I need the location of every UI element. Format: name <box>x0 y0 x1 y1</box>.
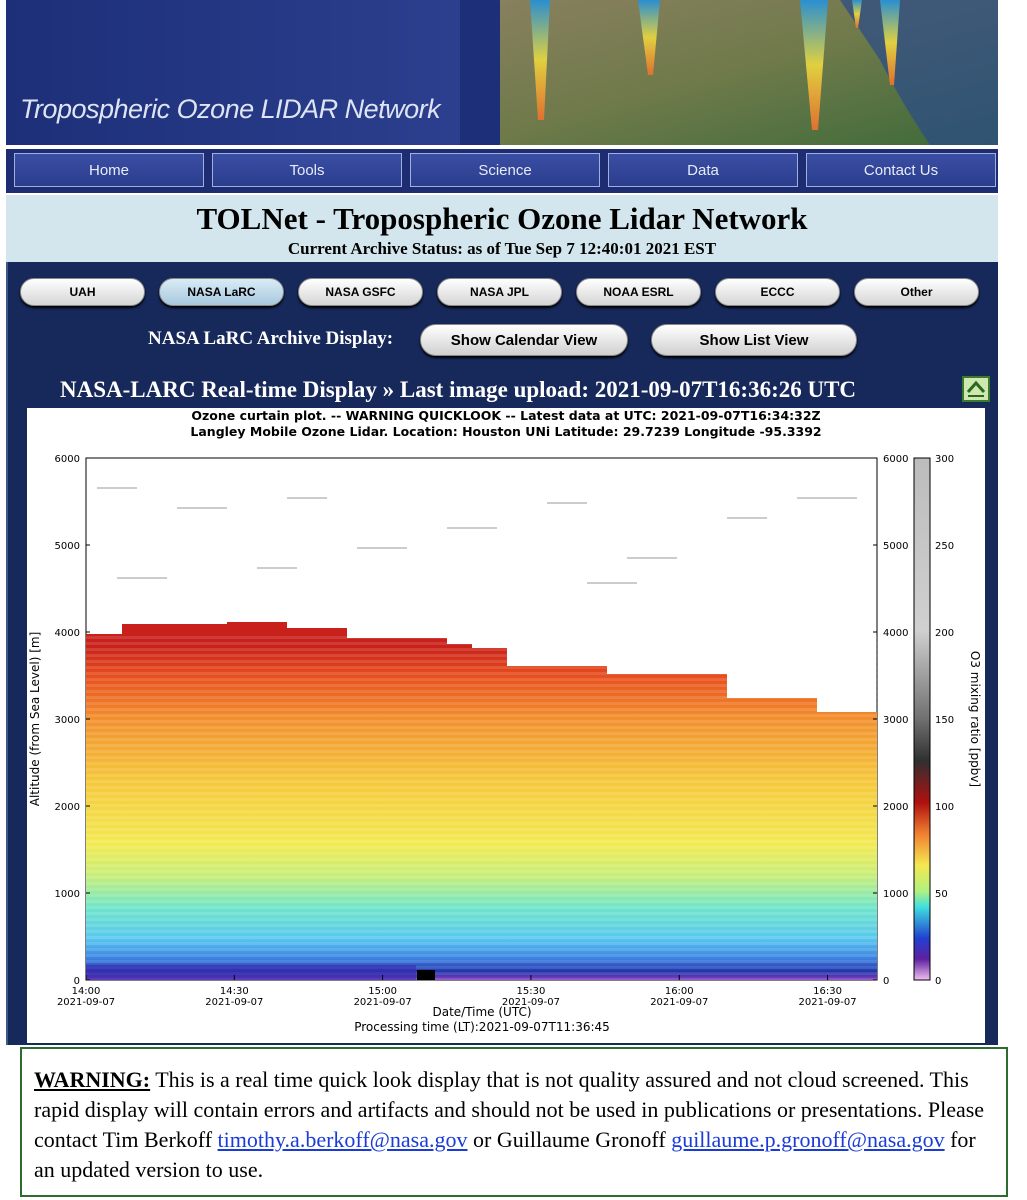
site-tab[interactable]: NASA JPL <box>437 278 562 306</box>
colorbar-tick-label: 200 <box>935 628 954 639</box>
y-tick-label: 5000 <box>883 541 908 552</box>
nav-button[interactable]: Tools <box>212 153 402 187</box>
nav-bar: Home Tools Science Data Contact Us <box>6 149 998 193</box>
processing-time: Processing time (LT):2021-09-07T11:36:45 <box>354 1020 610 1034</box>
title-band: TOLNet - Tropospheric Ozone Lidar Networ… <box>6 195 998 262</box>
data-gap <box>417 970 435 980</box>
site-tab[interactable]: NOAA ESRL <box>576 278 701 306</box>
warning-heading: WARNING: <box>34 1067 151 1092</box>
banner: Tropospheric Ozone LIDAR Network <box>6 0 998 145</box>
y-tick-label: 2000 <box>883 802 908 813</box>
contact-link[interactable]: guillaume.p.gronoff@nasa.gov <box>671 1127 945 1152</box>
plot-title: Ozone curtain plot. -- WARNING QUICKLOOK… <box>191 408 820 423</box>
plot-subtitle: Langley Mobile Ozone Lidar. Location: Ho… <box>190 424 821 439</box>
y-axis-label: Altitude (from Sea Level) [m] <box>28 632 42 807</box>
x-axis-label: Date/Time (UTC) <box>432 1005 531 1019</box>
colorbar-label: O3 mixing ratio [ppbv] <box>968 651 982 787</box>
colorbar-tick-label: 50 <box>935 889 948 900</box>
plot-image: Ozone curtain plot. -- WARNING QUICKLOOK… <box>28 408 982 1034</box>
display-title: NASA-LARC Real-time Display » Last image… <box>60 377 857 402</box>
x-tick-date: 2021-09-07 <box>799 997 857 1008</box>
list-button[interactable]: Show List View <box>651 324 857 356</box>
warning-text: or Guillaume Gronoff <box>467 1127 672 1152</box>
colorbar-tick-label: 300 <box>935 454 954 465</box>
site-tab[interactable]: NASA LaRC <box>159 278 284 306</box>
x-tick-date: 2021-09-07 <box>205 997 263 1008</box>
archive-status: Current Archive Status: as of Tue Sep 7 … <box>287 239 717 258</box>
curtain-texture <box>86 634 877 980</box>
banner-map <box>460 0 998 145</box>
y-tick-label: 1000 <box>883 889 908 900</box>
colorbar <box>913 457 931 981</box>
y-tick-label: 6000 <box>55 454 80 465</box>
y-tick-label: 1000 <box>55 889 80 900</box>
nav-button[interactable]: Data <box>608 153 798 187</box>
warning-text: This is a real time quick look display t… <box>34 1067 985 1152</box>
x-tick-label: 15:00 <box>368 986 397 997</box>
calendar-button[interactable]: Show Calendar View <box>420 324 628 356</box>
nav-button[interactable]: Contact Us <box>806 153 996 187</box>
site-tab[interactable]: UAH <box>20 278 145 306</box>
x-tick-date: 2021-09-07 <box>650 997 708 1008</box>
warning-box: WARNING: This is a real time quick look … <box>20 1047 1008 1197</box>
site-tab[interactable]: NASA GSFC <box>298 278 423 306</box>
sparse-returns <box>97 487 857 584</box>
main-panel: NASA LaRC Archive Display: Show Calendar… <box>6 262 998 1045</box>
banner-title: Tropospheric Ozone LIDAR Network <box>20 94 441 124</box>
x-tick-label: 14:30 <box>220 986 249 997</box>
warning-text: for an updated version to use. <box>34 1127 976 1182</box>
nav-button[interactable]: Home <box>14 153 204 187</box>
y-tick-label: 6000 <box>883 454 908 465</box>
colorbar-tick-label: 100 <box>935 802 954 813</box>
site-tab[interactable]: ECCC <box>715 278 840 306</box>
x-tick-label: 16:30 <box>813 986 842 997</box>
y-tick-label: 3000 <box>883 715 908 726</box>
colorbar-tick-label: 250 <box>935 541 954 552</box>
curtain-plot: Ozone curtain plot. -- WARNING QUICKLOOK… <box>27 408 985 1043</box>
scroll-top-button[interactable] <box>962 376 990 402</box>
x-tick-date: 2021-09-07 <box>57 997 115 1008</box>
y-tick-label: 5000 <box>55 541 80 552</box>
nav-button[interactable]: Science <box>410 153 600 187</box>
y-tick-label: 4000 <box>55 628 80 639</box>
archive-label: NASA LaRC Archive Display: <box>148 328 394 349</box>
x-tick-label: 14:00 <box>72 986 101 997</box>
site-tab[interactable]: Other <box>854 278 979 306</box>
y-tick-label: 4000 <box>883 628 908 639</box>
x-tick-date: 2021-09-07 <box>502 997 560 1008</box>
y-tick-label: 3000 <box>55 715 80 726</box>
colorbar-tick-label: 0 <box>935 976 941 987</box>
y-tick-label: 0 <box>883 976 889 987</box>
contact-link[interactable]: timothy.a.berkoff@nasa.gov <box>217 1127 468 1152</box>
colorbar-tick-label: 150 <box>935 715 954 726</box>
y-tick-label: 0 <box>74 976 80 987</box>
x-tick-label: 15:30 <box>517 986 546 997</box>
y-tick-label: 2000 <box>55 802 80 813</box>
page-title: TOLNet - Tropospheric Ozone Lidar Networ… <box>196 201 808 236</box>
x-tick-label: 16:00 <box>665 986 694 997</box>
near-ground-band <box>86 965 416 980</box>
x-tick-date: 2021-09-07 <box>354 997 412 1008</box>
